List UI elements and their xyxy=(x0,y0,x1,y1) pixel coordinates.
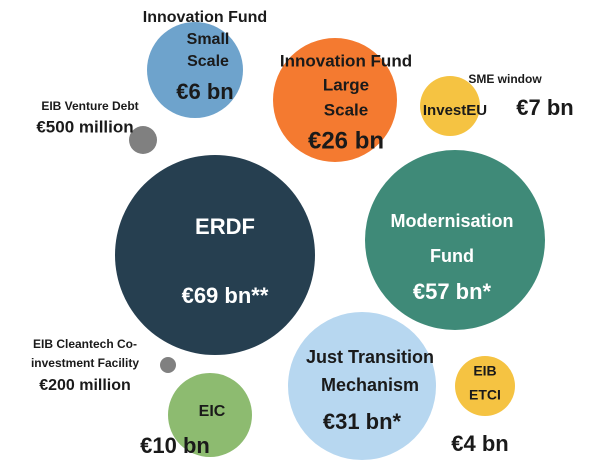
bubble-label: Innovation Fund xyxy=(280,51,412,70)
bubble-value: €7 bn xyxy=(516,95,573,120)
bubble-label: Scale xyxy=(324,100,368,119)
bubble-label: Fund xyxy=(430,246,474,266)
bubble-label: Small xyxy=(187,31,230,48)
bubble xyxy=(115,155,315,355)
bubble-label: InvestEU xyxy=(423,102,487,119)
bubble-label: EIC xyxy=(199,403,226,420)
bubble xyxy=(147,22,243,118)
bubble xyxy=(288,312,436,460)
bubble-label: SME window xyxy=(468,72,542,86)
bubble-label: ERDF xyxy=(195,214,255,239)
bubble xyxy=(273,38,397,162)
bubble-value: €10 bn xyxy=(140,433,210,458)
bubble-value: €4 bn xyxy=(451,431,508,456)
bubble-label: Just Transition xyxy=(306,347,434,367)
bubble xyxy=(420,76,480,136)
bubble-label: EIB xyxy=(473,363,496,379)
bubble-label: Innovation Fund xyxy=(143,9,267,26)
bubble-label: EIB Venture Debt xyxy=(41,99,138,113)
bubble-label: investment Facility xyxy=(31,356,139,370)
bubble-label: Modernisation xyxy=(390,211,513,231)
bubble-value: €69 bn** xyxy=(182,283,269,308)
bubble xyxy=(129,126,157,154)
bubble xyxy=(455,356,515,416)
bubble-value: €26 bn xyxy=(308,127,384,154)
bubble-value: €200 million xyxy=(39,377,131,394)
bubble-label: Scale xyxy=(187,53,229,70)
bubble xyxy=(168,373,252,457)
bubble xyxy=(160,357,176,373)
bubble-label: Mechanism xyxy=(321,375,419,395)
bubble-value: €31 bn* xyxy=(323,409,402,434)
bubble-value: €6 bn xyxy=(176,79,233,104)
bubble-label: EIB Cleantech Co- xyxy=(33,337,137,351)
bubble-label: Large xyxy=(323,75,369,94)
bubble xyxy=(365,150,545,330)
bubble-value: €57 bn* xyxy=(413,279,492,304)
bubble-value: €500 million xyxy=(36,117,133,136)
bubble-label: ETCI xyxy=(469,387,501,403)
